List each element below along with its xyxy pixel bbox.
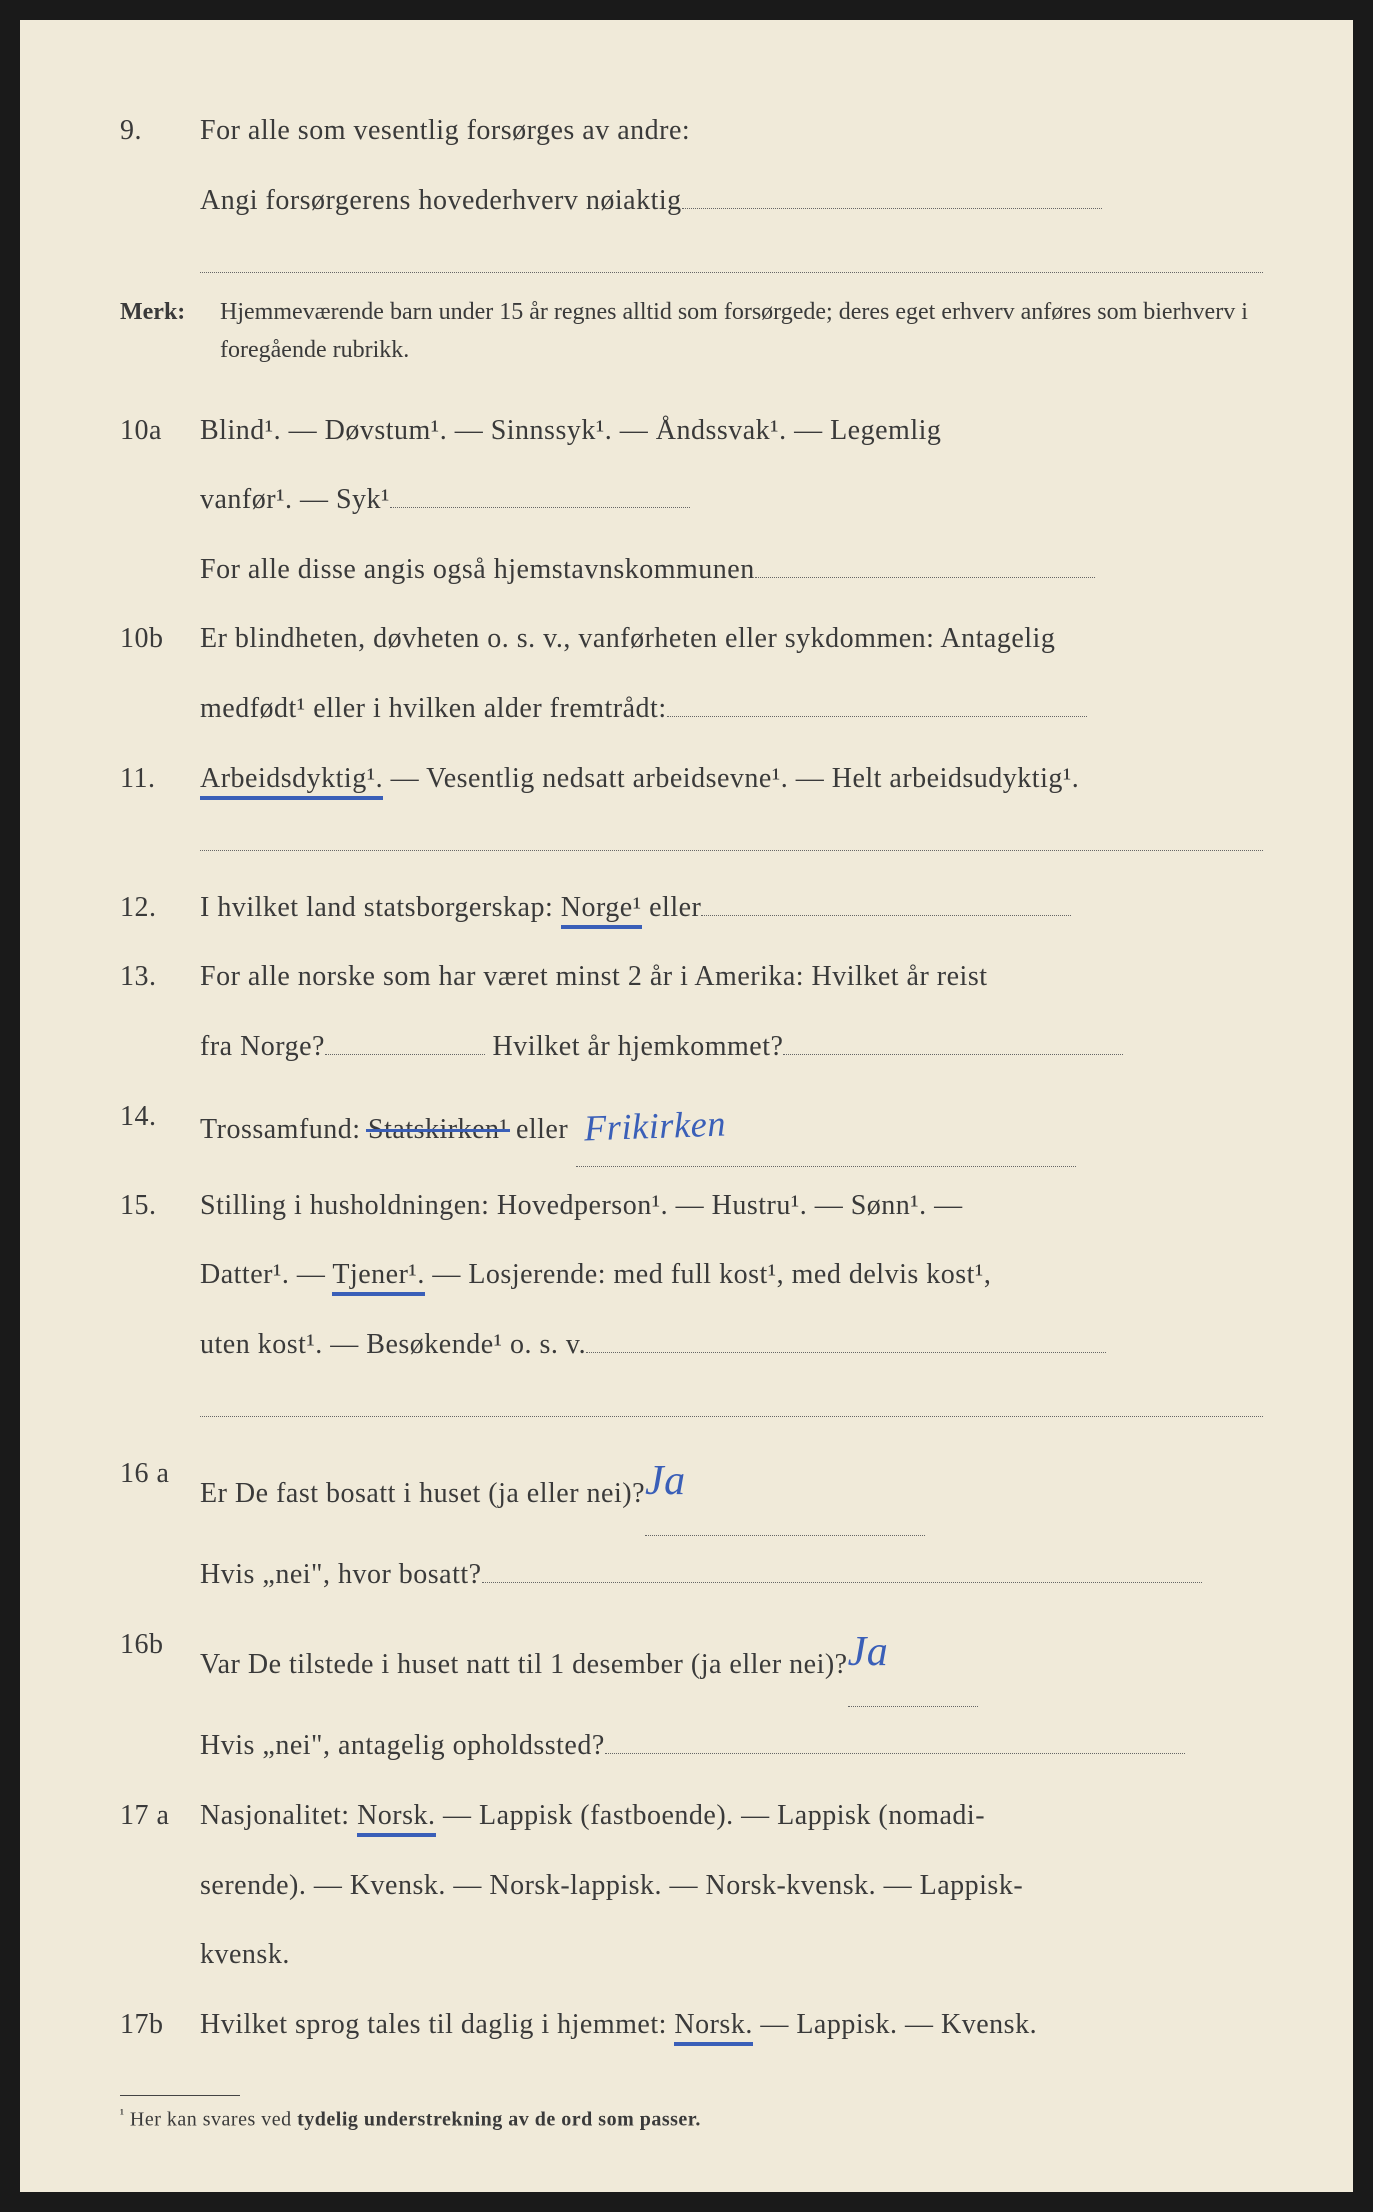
q17a-post: — Lappisk (fastboende). — Lappisk (nomad… (436, 1800, 985, 1831)
q13-text2a: fra Norge? (200, 1031, 325, 1062)
q10b-blank (667, 716, 1087, 717)
q14-handwritten-frikirken: Frikirken (582, 1083, 727, 1168)
q16a-line2: Hvis „nei", hvor bosatt? (200, 1559, 482, 1590)
q14-struck-statskirken: Statskirken¹ (368, 1114, 508, 1145)
q15-line2a: Datter¹. — (200, 1259, 332, 1290)
q16a-row1: 16 a Er De fast bosatt i huset (ja eller… (120, 1443, 1263, 1536)
q16b-number: 16b (120, 1614, 200, 1707)
q15-row1: 15. Stilling i husholdningen: Hovedperso… (120, 1175, 1263, 1237)
q13-text1: For alle norske som har været minst 2 år… (200, 946, 1263, 1008)
q15-number: 15. (120, 1175, 200, 1237)
q15-row3: uten kost¹. — Besøkende¹ o. s. v. (120, 1314, 1263, 1417)
q10b-text2: medfødt¹ eller i hvilken alder fremtrådt… (200, 693, 667, 724)
q10b-text1: Er blindheten, døvheten o. s. v., vanfør… (200, 608, 1263, 670)
q9-blank2 (200, 239, 1263, 273)
q13-text2b: Hvilket år hjemkommet? (485, 1031, 783, 1062)
q10a-line2: vanfør¹. — Syk¹ (200, 484, 390, 515)
q15-blank2 (200, 1383, 1263, 1417)
merk-label: Merk: (120, 293, 220, 370)
q14-row: 14. Trossamfund: Statskirken¹ eller Frik… (120, 1086, 1263, 1167)
q16a-blank2 (482, 1582, 1202, 1583)
q13-number: 13. (120, 946, 200, 1008)
q10a-options: Blind¹. — Døvstum¹. — Sinnssyk¹. — Åndss… (200, 400, 1263, 462)
q12-row: 12. I hvilket land statsborgerskap: Norg… (120, 877, 1263, 939)
q17b-row: 17b Hvilket sprog tales til daglig i hje… (120, 1994, 1263, 2056)
q11-rest: — Vesentlig nedsatt arbeidsevne¹. — Helt… (383, 763, 1079, 794)
q9-text1: For alle som vesentlig forsørges av andr… (200, 100, 1263, 162)
q17a-number: 17 a (120, 1785, 200, 1847)
q9-row1: 9. For alle som vesentlig forsørges av a… (120, 100, 1263, 162)
q14-mid: eller (508, 1114, 575, 1145)
q10b-number: 10b (120, 608, 200, 670)
q11-blank (200, 817, 1263, 851)
q16b-question: Var De tilstede i huset natt til 1 desem… (200, 1649, 848, 1680)
q17a-selected-norsk: Norsk. (357, 1800, 435, 1837)
q15-row2: Datter¹. — Tjener¹. — Losjerende: med fu… (120, 1244, 1263, 1306)
q16b-row1: 16b Var De tilstede i huset natt til 1 d… (120, 1614, 1263, 1707)
q16a-blank: Ja (645, 1443, 925, 1536)
q10a-line3: For alle disse angis også hjemstavnskomm… (200, 554, 755, 585)
q16a-answer-ja: Ja (645, 1435, 686, 1527)
q17a-row2: serende). — Kvensk. — Norsk-lappisk. — N… (120, 1855, 1263, 1917)
q16b-blank: Ja (848, 1614, 978, 1707)
q17b-number: 17b (120, 1994, 200, 2056)
q12-selected-norge: Norge¹ (561, 892, 642, 929)
q16b-row2: Hvis „nei", antagelig opholdssted? (120, 1715, 1263, 1777)
q17b-selected-norsk: Norsk. (674, 2009, 752, 2046)
footnote: ¹ Her kan svares ved tydelig understrekn… (120, 2106, 1263, 2132)
q16a-question: Er De fast bosatt i huset (ja eller nei)… (200, 1478, 645, 1509)
q15-line2b: — Losjerende: med full kost¹, med delvis… (425, 1259, 992, 1290)
q9-text2: Angi forsørgerens hovederhverv nøiaktig (200, 185, 682, 216)
q14-pre: Trossamfund: (200, 1114, 368, 1145)
footnote-bold: tydelig understrekning av de ord som pas… (297, 2109, 701, 2131)
q12-post: eller (642, 892, 702, 923)
q13-blank2 (783, 1054, 1123, 1055)
q17b-pre: Hvilket sprog tales til daglig i hjemmet… (200, 2009, 674, 2040)
q17a-row1: 17 a Nasjonalitet: Norsk. — Lappisk (fas… (120, 1785, 1263, 1847)
q11-row: 11. Arbeidsdyktig¹. — Vesentlig nedsatt … (120, 748, 1263, 851)
q12-number: 12. (120, 877, 200, 939)
q10b-row2: medfødt¹ eller i hvilken alder fremtrådt… (120, 678, 1263, 740)
q9-row2: Angi forsørgerens hovederhverv nøiaktig (120, 170, 1263, 273)
q15-selected-tjener: Tjener¹. (332, 1259, 424, 1296)
q13-row1: 13. For alle norske som har været minst … (120, 946, 1263, 1008)
q16b-line2: Hvis „nei", antagelig opholdssted? (200, 1730, 605, 1761)
q15-blank (586, 1352, 1106, 1353)
q10a-row1: 10a Blind¹. — Døvstum¹. — Sinnssyk¹. — Å… (120, 400, 1263, 462)
q16b-blank2 (605, 1753, 1185, 1754)
q11-number: 11. (120, 748, 200, 851)
q12-pre: I hvilket land statsborgerskap: (200, 892, 561, 923)
merk-note: Merk: Hjemmeværende barn under 15 år reg… (120, 293, 1263, 370)
q13-row2: fra Norge? Hvilket år hjemkommet? (120, 1016, 1263, 1078)
q17a-row3: kvensk. (120, 1924, 1263, 1986)
q12-blank (701, 915, 1071, 916)
q17a-line3: kvensk. (200, 1924, 1263, 1986)
q10a-row3: For alle disse angis også hjemstavnskomm… (120, 539, 1263, 601)
q9-number: 9. (120, 100, 200, 162)
q10a-row2: vanfør¹. — Syk¹ (120, 469, 1263, 531)
q15-line1: Stilling i husholdningen: Hovedperson¹. … (200, 1175, 1263, 1237)
q17a-pre: Nasjonalitet: (200, 1800, 357, 1831)
q15-line3: uten kost¹. — Besøkende¹ o. s. v. (200, 1329, 586, 1360)
census-form-page: 9. For alle som vesentlig forsørges av a… (20, 20, 1353, 2192)
q10a-blank (390, 507, 690, 508)
q16b-answer-ja: Ja (848, 1606, 889, 1698)
footnote-text: Her kan svares ved (124, 2109, 297, 2131)
q10b-row1: 10b Er blindheten, døvheten o. s. v., va… (120, 608, 1263, 670)
q9-blank (682, 208, 1102, 209)
q10a-number: 10a (120, 400, 200, 462)
q16a-row2: Hvis „nei", hvor bosatt? (120, 1544, 1263, 1606)
q17a-line2: serende). — Kvensk. — Norsk-lappisk. — N… (200, 1855, 1263, 1917)
q17b-post: — Lappisk. — Kvensk. (753, 2009, 1037, 2040)
merk-text: Hjemmeværende barn under 15 år regnes al… (220, 293, 1263, 370)
q14-number: 14. (120, 1086, 200, 1167)
q10a-blank2 (755, 577, 1095, 578)
q13-blank1 (325, 1054, 485, 1055)
q14-blank: Frikirken (576, 1086, 1076, 1167)
q11-selected-arbeidsdyktig: Arbeidsdyktig¹. (200, 763, 383, 800)
q16a-number: 16 a (120, 1443, 200, 1536)
footnote-separator (120, 2095, 240, 2096)
